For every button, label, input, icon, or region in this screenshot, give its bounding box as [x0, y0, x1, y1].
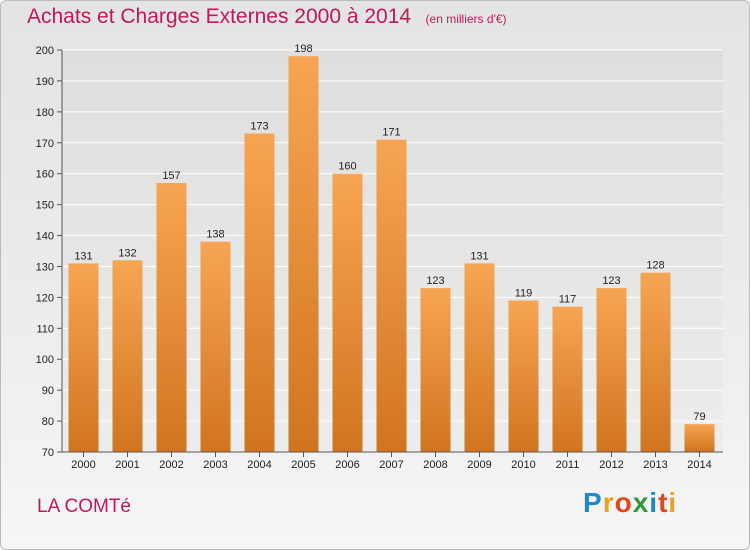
- x-axis: 2000 2001 2002 2003 2004 2005 2006 2007 2008 2009…: [62, 451, 723, 471]
- bar: [508, 300, 539, 452]
- bar: [464, 263, 495, 452]
- data-label: 123: [426, 275, 444, 287]
- bar: [640, 272, 671, 452]
- x-tick-label: 2013: [643, 459, 667, 471]
- y-tick-label: 70: [42, 447, 54, 459]
- x-tick-label: 2008: [423, 459, 447, 471]
- y-tick-label: 180: [36, 107, 54, 119]
- y-tick-label: 120: [36, 292, 54, 304]
- data-label: 79: [693, 411, 705, 423]
- x-tick-label: 2003: [203, 459, 227, 471]
- data-label: 128: [646, 260, 664, 272]
- logo-letter: i: [649, 487, 659, 518]
- data-label: 131: [74, 250, 92, 262]
- x-tick-label: 2005: [291, 459, 315, 471]
- y-tick-label: 170: [36, 138, 54, 150]
- bars: 131 132 157 138 173 198 160 171 123 131 119 117 123 1…: [68, 43, 715, 452]
- y-tick-label: 100: [36, 354, 54, 366]
- data-label: 157: [162, 170, 180, 182]
- data-label: 173: [250, 120, 268, 132]
- bar: [552, 306, 583, 452]
- y-tick-label: 110: [36, 323, 54, 335]
- bar: [596, 288, 627, 452]
- y-tick-label: 160: [36, 169, 54, 181]
- chart-subtitle: (en milliers d'€): [425, 12, 507, 26]
- y-axis: 70 80 90 100 110 120 130 140 150 160 170 180 190 200: [36, 45, 63, 459]
- data-label: 119: [515, 287, 533, 299]
- x-tick-label: 2011: [556, 459, 580, 471]
- x-tick-label: 2004: [247, 459, 271, 471]
- x-tick-label: 2000: [71, 459, 95, 471]
- y-tick-label: 140: [36, 231, 54, 243]
- x-tick-label: 2007: [379, 459, 403, 471]
- y-tick-label: 90: [42, 385, 54, 397]
- logo-letter: o: [614, 487, 633, 518]
- data-label: 160: [338, 161, 356, 173]
- bar: [68, 263, 99, 452]
- x-tick-label: 2010: [511, 459, 535, 471]
- data-label: 132: [118, 247, 136, 259]
- y-tick-label: 130: [36, 261, 54, 273]
- bar: [420, 288, 451, 452]
- y-tick-label: 80: [42, 416, 54, 428]
- bar: [200, 241, 231, 452]
- logo-letter: P: [583, 487, 603, 518]
- x-tick-label: 2009: [467, 459, 491, 471]
- bar: [684, 424, 715, 452]
- x-tick-label: 2012: [599, 459, 623, 471]
- x-tick-label: 2001: [115, 459, 139, 471]
- y-tick-label: 190: [36, 76, 54, 88]
- bar: [332, 173, 363, 452]
- y-tick-label: 200: [36, 45, 54, 57]
- proxiti-logo: Proxiti: [583, 487, 677, 519]
- bar: [288, 56, 319, 452]
- y-tick-label: 150: [36, 200, 54, 212]
- data-label: 123: [602, 275, 620, 287]
- data-label: 117: [559, 294, 577, 306]
- data-label: 198: [294, 43, 312, 55]
- logo-letter: t: [658, 487, 669, 518]
- logo-letter: i: [668, 487, 678, 518]
- bar: [244, 133, 275, 452]
- bar: [376, 139, 407, 452]
- x-tick-label: 2002: [159, 459, 183, 471]
- x-tick-label: 2014: [687, 459, 711, 471]
- data-label: 131: [470, 250, 488, 262]
- data-label: 138: [206, 229, 224, 241]
- x-tick-label: 2006: [335, 459, 359, 471]
- commune-name: LA COMTé: [37, 496, 131, 517]
- logo-letter: x: [632, 487, 650, 518]
- data-label: 171: [382, 127, 400, 139]
- bar: [112, 260, 143, 452]
- title-row: Achats et Charges Externes 2000 à 2014 (…: [27, 5, 507, 29]
- chart-title: Achats et Charges Externes 2000 à 2014: [27, 5, 412, 28]
- bar: [156, 182, 187, 452]
- logo-letter: r: [602, 487, 615, 518]
